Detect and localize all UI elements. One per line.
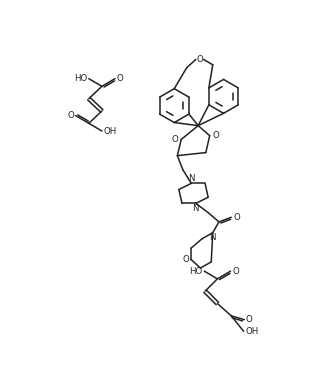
Text: O: O (213, 131, 220, 140)
Text: HO: HO (190, 267, 203, 276)
Text: N: N (210, 234, 216, 242)
Text: N: N (192, 204, 199, 213)
Text: OH: OH (245, 327, 258, 337)
Text: N: N (188, 174, 194, 183)
Text: O: O (171, 135, 178, 144)
Text: HO: HO (74, 74, 87, 83)
Text: O: O (182, 255, 189, 264)
Text: O: O (117, 74, 123, 83)
Text: O: O (232, 267, 239, 276)
Text: O: O (67, 111, 74, 120)
Text: OH: OH (103, 127, 117, 136)
Text: O: O (196, 55, 203, 64)
Text: O: O (234, 213, 240, 222)
Text: O: O (246, 315, 252, 324)
